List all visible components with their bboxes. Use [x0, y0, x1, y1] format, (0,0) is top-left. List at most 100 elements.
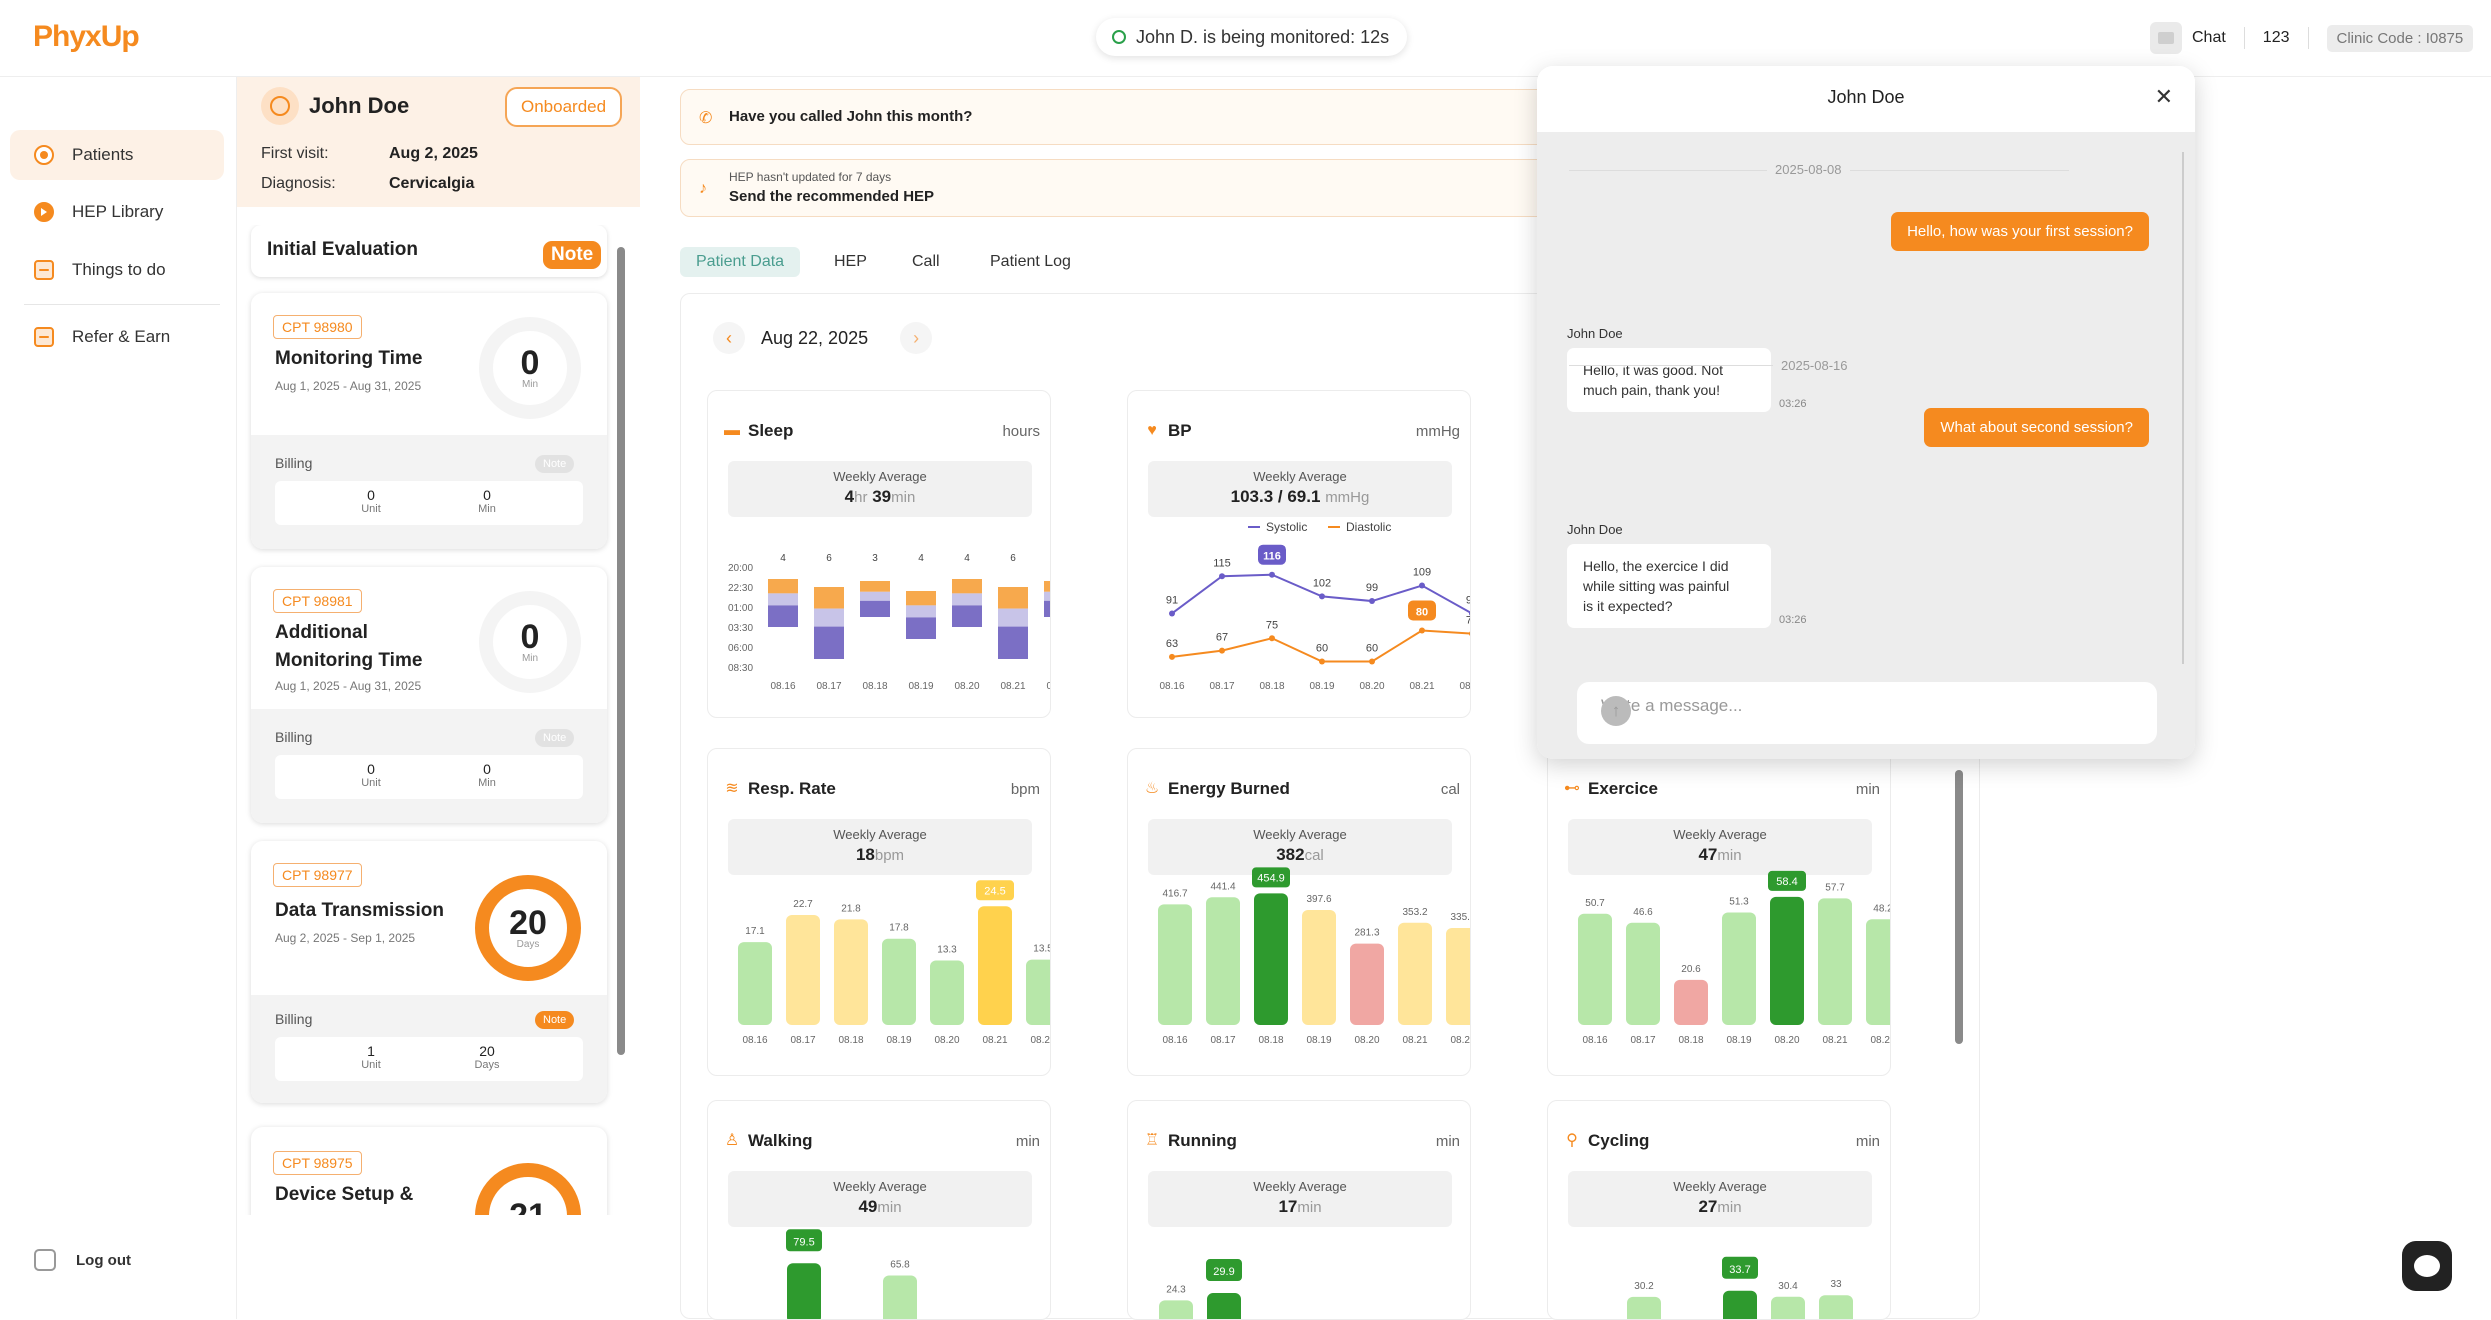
chart-bar	[1026, 959, 1050, 1025]
sidebar-item-label: HEP Library	[72, 202, 164, 221]
sleep-deep-segment	[998, 626, 1028, 659]
app-logo[interactable]: PhyxUp	[33, 20, 140, 53]
tab-call[interactable]: Call	[912, 253, 940, 270]
tab-hep[interactable]: HEP	[834, 253, 867, 270]
tab-patient-log[interactable]: Patient Log	[990, 253, 1071, 270]
cycling-card: ⚲ Cycling min Weekly Average 27min 30.2 33…	[1547, 1100, 1891, 1320]
card-unit: min	[1015, 1133, 1040, 1150]
data-point	[1369, 598, 1375, 605]
cpt-card-list: Initial Evaluation Note CPT 98980 Monito…	[237, 225, 640, 1215]
chat-scrollbar[interactable]	[2179, 140, 2187, 680]
data-label: 29.9	[1213, 1266, 1234, 1278]
card-title: Cycling	[1588, 1131, 1650, 1150]
send-icon[interactable]: ↑	[1601, 696, 1631, 726]
billing-label: Billing	[275, 455, 313, 471]
message-input[interactable]: Write a message... ↑	[1577, 682, 2157, 744]
main-scrollbar[interactable]	[1955, 770, 1963, 1250]
data-label: 4	[780, 553, 786, 564]
current-date: Aug 22, 2025	[761, 327, 869, 348]
note-button[interactable]: Note	[535, 455, 575, 473]
data-label: 109	[1413, 567, 1431, 579]
initial-evaluation[interactable]: Initial Evaluation Note	[251, 225, 607, 277]
data-label-bg	[1768, 870, 1806, 891]
data-label: 63	[1166, 638, 1178, 650]
note-button[interactable]: Note	[535, 729, 575, 747]
prev-date-button[interactable]: ‹	[713, 322, 745, 354]
card-unit: bpm	[1010, 781, 1040, 798]
close-icon[interactable]: ✕	[2154, 84, 2173, 109]
sleep-deep-segment	[952, 605, 982, 627]
data-label: 4	[964, 553, 970, 564]
sleep-light-segment	[906, 605, 936, 618]
card-unit: hours	[1002, 423, 1040, 440]
data-label: 75	[1266, 619, 1278, 631]
note-button[interactable]: Note	[535, 1011, 575, 1029]
date-navigator: ‹ Aug 22, 2025 ›	[713, 322, 933, 354]
data-label: 281.3	[1354, 928, 1379, 939]
bicycle-icon: ⚲	[1566, 1132, 1578, 1149]
sidebar-item-hep-library[interactable]: HEP Library	[10, 187, 224, 237]
date-separator: 2025-08-08	[1767, 162, 1850, 177]
message-time: 03:26	[1779, 398, 1807, 410]
data-point	[1269, 571, 1275, 578]
next-date-button[interactable]: ›	[900, 322, 933, 354]
sidebar-item-refer-earn[interactable]: Refer & Earn	[10, 312, 224, 362]
logout-button[interactable]: Log out	[34, 1249, 131, 1271]
hep-reminder-action[interactable]: Send the recommended HEP	[729, 188, 935, 205]
weekly-average: Weekly Average 18bpm	[728, 819, 1032, 875]
sleep-light-segment	[998, 608, 1028, 627]
sidebar-item-things-to-do[interactable]: Things to do	[10, 245, 224, 295]
tick-label: 08.21	[1000, 681, 1025, 692]
note-button[interactable]: Note	[543, 241, 602, 269]
data-label: 50.7	[1585, 898, 1605, 909]
sleep-awake-segment	[998, 587, 1028, 609]
weekly-average: Weekly Average 103.3 / 69.1 mmHg	[1148, 461, 1452, 517]
tick-label: 08.22	[1046, 681, 1051, 692]
data-label: 91	[1466, 594, 1471, 606]
data-label: 116	[1263, 551, 1281, 563]
tick-label: 08.16	[1582, 1035, 1607, 1046]
cpt-dates: Aug 2, 2025 - Sep 1, 2025	[275, 931, 416, 945]
tick-label: 08.17	[816, 681, 841, 692]
cards-scrollbar[interactable]	[617, 237, 625, 1137]
tick-label: 08.18	[838, 1035, 863, 1046]
tick-label: 08.22	[1450, 1035, 1471, 1046]
status-badge[interactable]: Onboarded	[505, 87, 623, 127]
data-label: 60	[1316, 643, 1328, 655]
tick-label: 08.20	[1354, 1035, 1379, 1046]
data-label: 21.8	[841, 903, 861, 914]
sleep-deep-segment	[1044, 600, 1050, 617]
sleep-deep-segment	[768, 605, 798, 627]
card-unit: min	[1855, 1133, 1880, 1150]
data-point	[1419, 627, 1425, 634]
sidebar-item-patients[interactable]: Patients	[10, 130, 224, 180]
gift-icon	[34, 327, 54, 347]
first-visit-value: Aug 2, 2025	[389, 145, 478, 162]
walking-chart: 79.5 65.8	[786, 1229, 917, 1319]
data-label: 24.5	[984, 885, 1005, 897]
chat-label[interactable]: Chat	[2192, 29, 2226, 46]
progress-ring: 0 Min	[479, 317, 581, 419]
chart-bar	[1350, 943, 1384, 1025]
sleep-light-segment	[860, 591, 890, 601]
cpt-code: CPT 98977	[273, 863, 362, 887]
cpt-card-98980: CPT 98980 Monitoring Time Aug 1, 2025 - …	[251, 293, 607, 549]
data-label: 65.8	[890, 1260, 910, 1271]
y-tick-label: 01:00	[728, 603, 753, 614]
data-label-bg	[1258, 544, 1286, 565]
chat-icon[interactable]	[2150, 22, 2182, 54]
chart-bar	[1254, 893, 1288, 1025]
data-label: 416.7	[1162, 888, 1187, 899]
tab-patient-data[interactable]: Patient Data	[680, 247, 801, 277]
message-sender: John Doe	[1567, 522, 1623, 537]
chart-bar	[1626, 922, 1660, 1025]
data-label: 91	[1166, 594, 1178, 606]
data-label: 57.7	[1825, 882, 1845, 893]
data-label: 102	[1313, 577, 1331, 589]
chat-title: John Doe	[1827, 87, 1905, 107]
tick-label: 08.17	[1210, 1035, 1235, 1046]
support-chat-button[interactable]	[2402, 1241, 2452, 1291]
card-unit: mmHg	[1415, 423, 1460, 440]
sleep-chart: 20:00 22:30 01:00 03:30 06:00 08:30 4 08.16 6 08.…	[728, 553, 1051, 692]
tick-label: 08.20	[1774, 1035, 1799, 1046]
